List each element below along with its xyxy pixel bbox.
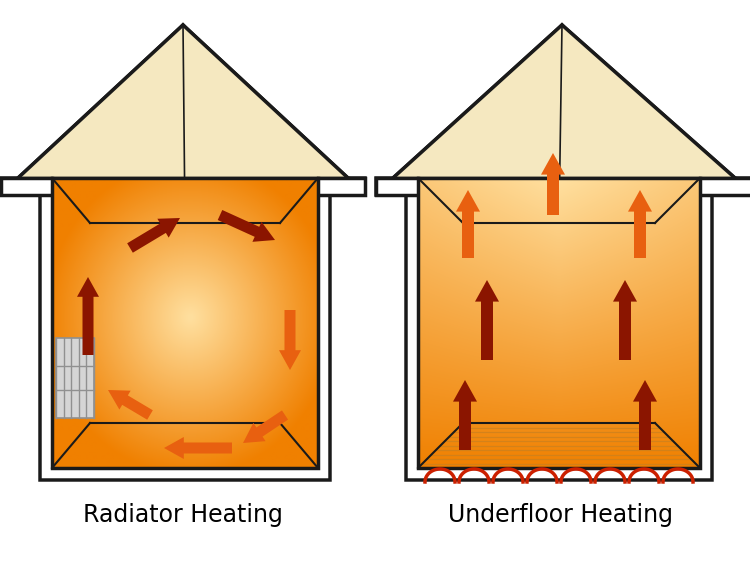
Text: Underfloor Heating: Underfloor Heating [448,503,673,527]
Polygon shape [90,223,280,423]
Polygon shape [52,178,318,223]
FancyArrow shape [108,390,153,420]
Polygon shape [463,223,655,423]
Bar [56,338,94,418]
Text: Radiator Heating: Radiator Heating [83,503,283,527]
FancyArrow shape [217,210,275,242]
Polygon shape [376,178,750,195]
Polygon shape [1,25,365,480]
FancyArrow shape [541,153,565,215]
FancyArrow shape [279,310,301,370]
FancyArrow shape [164,437,232,459]
Polygon shape [1,178,365,195]
Polygon shape [393,25,735,178]
Polygon shape [18,25,348,178]
FancyArrow shape [243,410,288,443]
FancyArrow shape [128,218,180,253]
FancyArrow shape [77,277,99,355]
Polygon shape [52,423,318,468]
Polygon shape [418,178,463,468]
Polygon shape [418,178,700,223]
FancyArrow shape [628,190,652,258]
Polygon shape [418,423,700,468]
FancyArrow shape [613,280,637,360]
Polygon shape [52,178,90,468]
Polygon shape [376,25,750,480]
FancyArrow shape [453,380,477,450]
FancyArrow shape [633,380,657,450]
FancyArrow shape [475,280,499,360]
FancyArrow shape [456,190,480,258]
